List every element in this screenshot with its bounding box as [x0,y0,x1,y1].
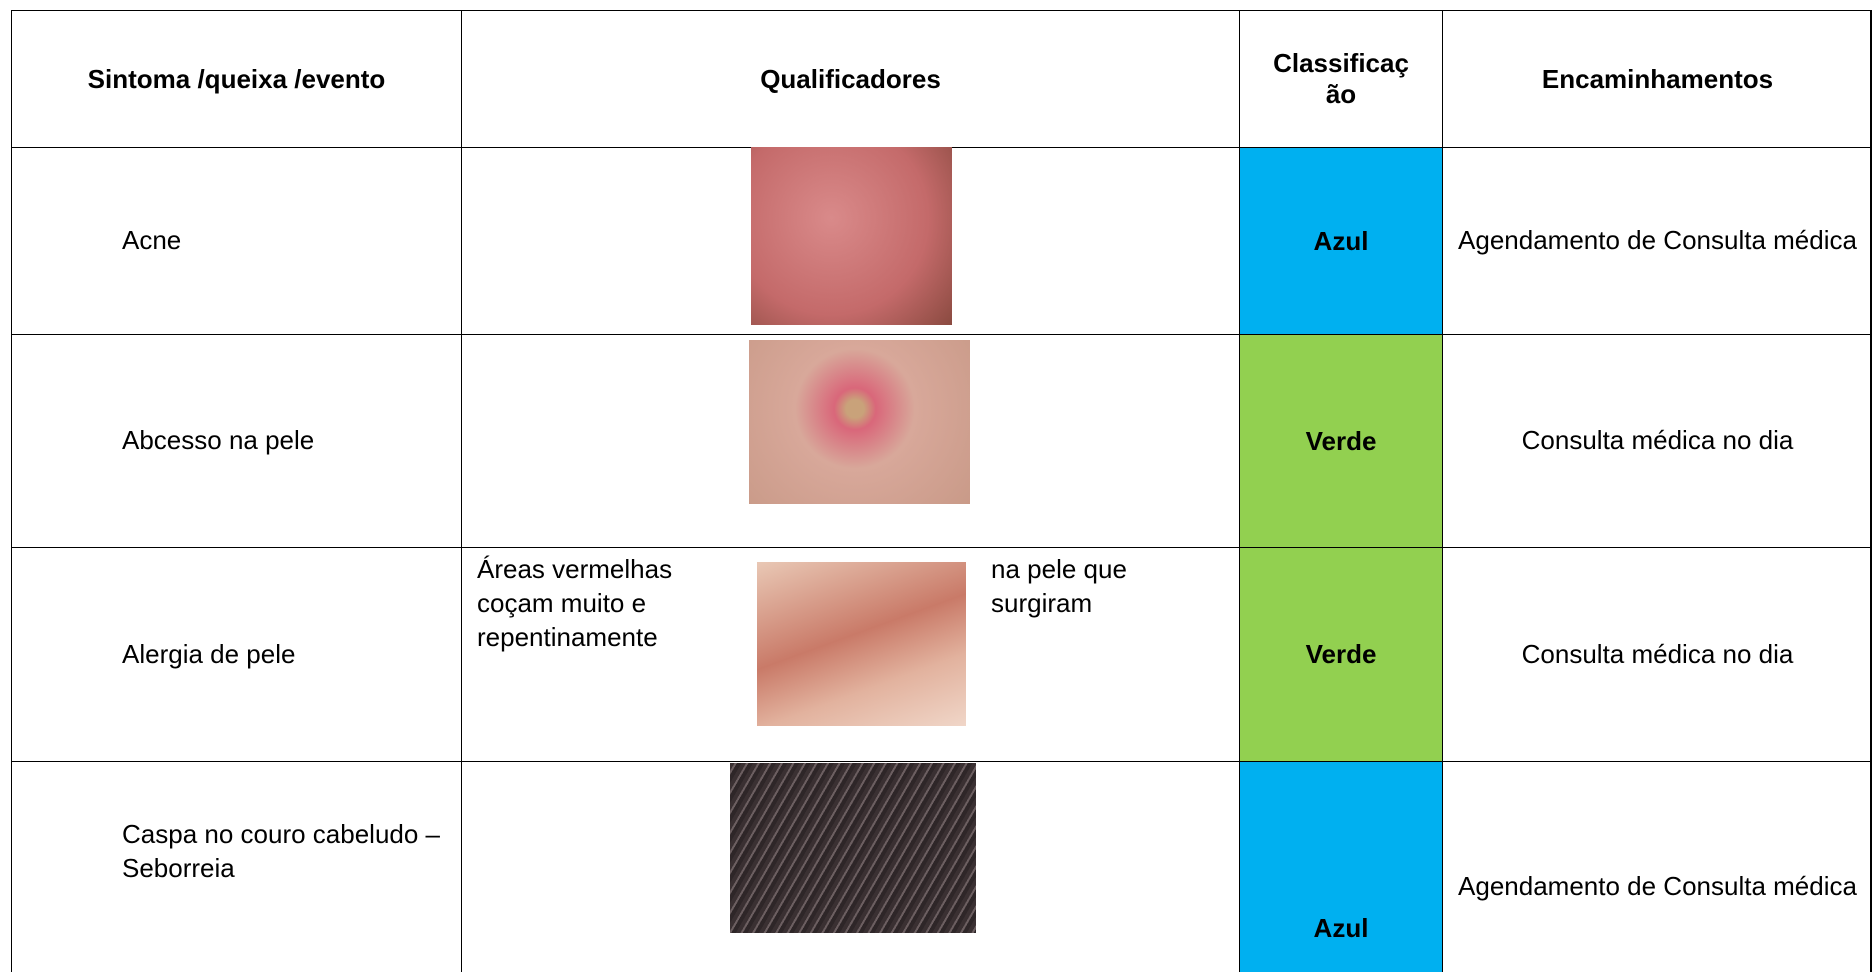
symptom-cell: Abcesso na pele [11,334,461,547]
allergy-image [757,562,966,726]
symptom-cell: Alergia de pele [11,547,461,761]
dandruff-image [730,763,976,933]
classification-cell: Azul [1239,761,1442,972]
abscess-image [749,340,970,504]
header-cell: Sintoma /queixa /evento [11,10,461,147]
referral-cell: Consulta médica no dia [1442,547,1872,761]
referral-cell: Consulta médica no dia [1442,334,1872,547]
qualifier-text: Áreas vermelhas coçam muito e repentinam… [477,554,673,652]
referral-cell: Agendamento de Consulta médica [1442,761,1872,972]
qualifier-text: na pele que surgiram [991,554,1127,618]
header-cell: Encaminhamentos [1442,10,1872,147]
classification-cell: Verde [1239,334,1442,547]
qualifier-cell [461,761,1239,972]
classification-cell: Verde [1239,547,1442,761]
acne-image [751,147,952,325]
symptom-cell: Acne [11,147,461,334]
symptom-cell: Caspa no couro cabeludo – Seborreia [11,761,461,972]
referral-cell: Agendamento de Consulta médica [1442,147,1872,334]
qualifier-cell [461,334,1239,547]
header-cell: Qualificadores [461,10,1239,147]
classification-cell: Azul [1239,147,1442,334]
header-cell: Classificaç ão [1239,10,1442,147]
table-border [1870,10,1872,972]
qualifier-cell [461,547,1239,761]
